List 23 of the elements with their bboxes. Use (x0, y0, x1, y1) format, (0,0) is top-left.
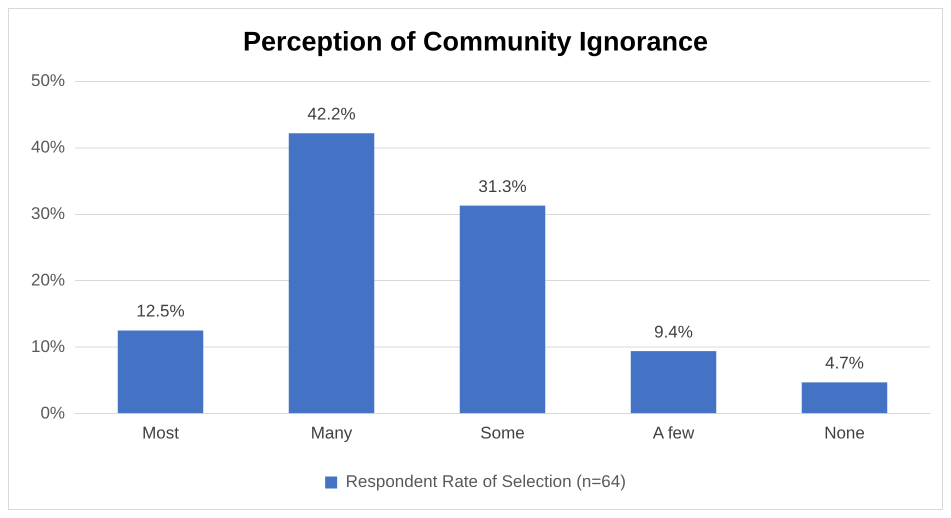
text: 31.3% (478, 176, 527, 196)
x-tick-label: None (824, 423, 865, 442)
bar (802, 382, 888, 414)
bar (288, 133, 374, 414)
y-tick-label: 50% (30, 71, 66, 90)
bar (460, 206, 546, 414)
text: 12.5% (136, 302, 185, 321)
x-tick-label: A few (652, 423, 696, 442)
chart-title: Perception of Community Ignorance (242, 26, 708, 57)
y-tick-label: 0% (40, 403, 66, 422)
y-tick-label: 40% (30, 138, 66, 157)
y-tick-label: 20% (30, 270, 66, 290)
text: 9.4% (654, 322, 693, 342)
text: 4.7% (825, 354, 864, 373)
text: 42.2% (307, 104, 356, 124)
bar (630, 351, 716, 414)
legend-label: Respondent Rate of Selection (n=64) (346, 472, 626, 492)
bar (118, 330, 204, 414)
x-tick-label: Many (310, 423, 353, 442)
x-tick-label: Most (142, 423, 180, 442)
x-tick-label: Some (480, 423, 525, 442)
y-tick-label: 30% (30, 204, 66, 223)
y-tick-label: 10% (30, 336, 66, 356)
